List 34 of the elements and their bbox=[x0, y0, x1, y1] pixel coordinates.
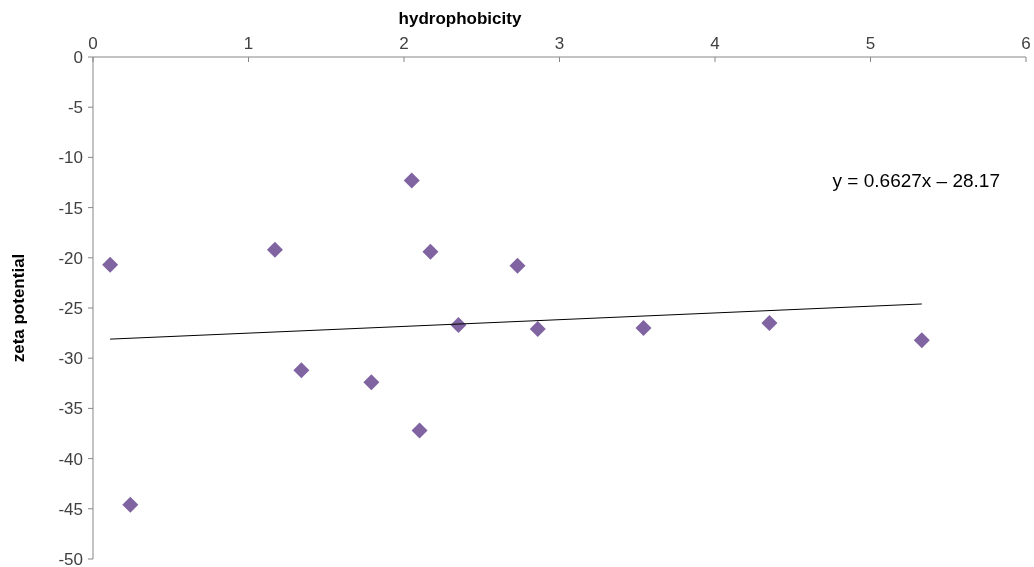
x-tick-label: 4 bbox=[710, 34, 720, 53]
x-tick-label: 0 bbox=[88, 34, 98, 53]
point bbox=[761, 315, 778, 332]
point bbox=[422, 243, 439, 260]
point bbox=[122, 496, 139, 513]
y-tick-label: 0 bbox=[73, 47, 83, 67]
point bbox=[102, 256, 119, 273]
point bbox=[293, 362, 310, 379]
point bbox=[266, 241, 283, 258]
x-tick-label: 2 bbox=[399, 34, 409, 53]
annotation: y = 0.6627x – 28.17 bbox=[832, 170, 1000, 191]
y-tick-label: -20 bbox=[58, 248, 83, 268]
x-tick-label: 5 bbox=[865, 34, 876, 53]
point bbox=[529, 321, 546, 338]
y-tick-label: -5 bbox=[67, 98, 83, 118]
x-tick-label: 6 bbox=[1021, 34, 1031, 53]
point bbox=[635, 320, 652, 337]
y-tick-label: -15 bbox=[58, 198, 83, 218]
x-axis-title: hydrophobicity bbox=[398, 9, 522, 28]
x-tick-label: 1 bbox=[243, 34, 254, 53]
y-tick-label: -30 bbox=[58, 349, 83, 369]
y-tick-label: -25 bbox=[58, 298, 83, 318]
y-axis-title: zeta potential bbox=[9, 253, 28, 363]
point bbox=[363, 374, 380, 391]
y-tick-label: -45 bbox=[58, 499, 83, 519]
x-tick-label: 3 bbox=[554, 34, 565, 53]
y-tick-label: -10 bbox=[58, 148, 83, 168]
y-tick-label: -50 bbox=[58, 549, 83, 567]
point bbox=[913, 332, 930, 349]
point bbox=[411, 422, 428, 439]
point bbox=[509, 257, 526, 274]
y-tick-label: -35 bbox=[58, 399, 83, 419]
point bbox=[403, 172, 420, 189]
y-tick-label: -40 bbox=[58, 449, 83, 469]
